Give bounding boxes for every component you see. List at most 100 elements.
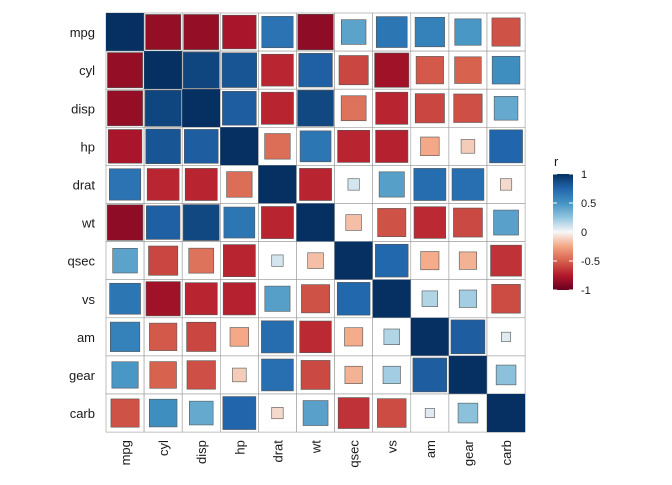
- corr-square-qsec-disp: qsec ~ disp: -0.43: [188, 247, 215, 274]
- corr-square-vs-cyl: vs ~ cyl: -0.81: [145, 281, 181, 317]
- corr-square-hp-gear: hp ~ gear: -0.13: [460, 139, 476, 154]
- legend-title: r: [554, 154, 559, 169]
- x-tick-label-qsec: qsec: [347, 440, 362, 468]
- corr-square-vs-gear: vs ~ gear: 0.21: [458, 289, 477, 308]
- corr-square-qsec-drat: qsec ~ drat: 0.09: [271, 254, 284, 267]
- corr-square-am-gear: am ~ gear: 0.79: [450, 319, 486, 355]
- corr-square-am-cyl: am ~ cyl: -0.52: [149, 322, 178, 351]
- corr-square-drat-hp: drat ~ hp: -0.45: [226, 171, 253, 198]
- corr-square-disp-am: disp ~ am: -0.59: [414, 93, 445, 124]
- corr-square-vs-am: vs ~ am: 0.17: [421, 290, 439, 307]
- corr-square-am-drat: am ~ drat: 0.71: [261, 320, 294, 354]
- corr-square-am-am: am ~ am: 1: [410, 317, 449, 356]
- x-tick-label-disp: disp: [194, 440, 209, 464]
- corr-square-disp-gear: disp ~ gear: -0.56: [453, 93, 483, 123]
- corr-square-gear-wt: gear ~ wt: -0.58: [300, 360, 331, 390]
- corr-square-gear-drat: gear ~ drat: 0.7: [261, 358, 294, 392]
- corr-square-carb-mpg: carb ~ mpg: -0.55: [110, 398, 140, 428]
- y-tick-label-qsec: qsec: [68, 254, 96, 269]
- corr-square-vs-qsec: vs ~ qsec: 0.74: [336, 282, 371, 316]
- corr-square-drat-qsec: drat ~ qsec: 0.09: [347, 178, 360, 191]
- corr-square-carb-qsec: carb ~ qsec: -0.66: [337, 397, 370, 429]
- corr-square-cyl-wt: cyl ~ wt: 0.78: [298, 53, 333, 88]
- y-tick-label-carb: carb: [70, 406, 95, 421]
- x-tick-label-hp: hp: [232, 440, 247, 454]
- x-tick-label-wt: wt: [309, 440, 324, 454]
- corr-square-gear-qsec: gear ~ qsec: -0.21: [344, 365, 363, 384]
- corr-square-drat-carb: drat ~ carb: -0.09: [500, 178, 513, 191]
- corr-square-vs-carb: vs ~ carb: -0.57: [491, 284, 521, 314]
- y-tick-label-vs: vs: [82, 292, 96, 307]
- corr-square-mpg-vs: mpg ~ vs: 0.66: [375, 16, 408, 48]
- y-tick-label-drat: drat: [73, 177, 96, 192]
- corr-square-cyl-am: cyl ~ am: -0.52: [415, 56, 444, 85]
- corr-square-vs-wt: vs ~ wt: -0.55: [301, 284, 330, 314]
- corr-square-gear-carb: gear ~ carb: 0.27: [495, 364, 517, 386]
- x-tick-label-drat: drat: [270, 440, 285, 463]
- corr-square-hp-cyl: hp ~ cyl: 0.83: [145, 128, 181, 165]
- corr-square-cyl-gear: cyl ~ gear: -0.49: [454, 56, 482, 84]
- corr-square-wt-hp: wt ~ hp: 0.66: [223, 206, 256, 239]
- matrix-cells: mpg ~ mpg: 1mpg ~ cyl: -0.85mpg ~ disp: …: [105, 12, 526, 433]
- corr-square-carb-carb: carb ~ carb: 1: [487, 394, 526, 433]
- corr-square-hp-drat: hp ~ drat: -0.45: [264, 133, 291, 160]
- corr-square-hp-qsec: hp ~ qsec: -0.71: [337, 129, 371, 163]
- y-tick-label-gear: gear: [69, 368, 96, 383]
- corr-square-disp-mpg: disp ~ mpg: -0.85: [107, 90, 143, 127]
- corr-square-gear-hp: gear ~ hp: -0.13: [232, 367, 247, 383]
- corr-square-qsec-qsec: qsec ~ qsec: 1: [334, 241, 373, 280]
- x-axis-labels: mpg cyl disp hp drat wt qsec vs am gear carb: [118, 439, 514, 467]
- corr-square-qsec-gear: qsec ~ gear: -0.21: [458, 251, 477, 270]
- corr-square-mpg-mpg: mpg ~ mpg: 1: [106, 13, 145, 52]
- x-tick-label-cyl: cyl: [156, 440, 171, 456]
- corr-square-wt-gear: wt ~ gear: -0.58: [453, 207, 483, 238]
- corr-square-disp-vs: disp ~ vs: -0.71: [375, 91, 409, 125]
- corr-square-disp-hp: disp ~ hp: 0.79: [222, 91, 257, 126]
- corr-square-carb-cyl: carb ~ cyl: 0.53: [148, 398, 178, 428]
- corr-square-am-disp: am ~ disp: -0.59: [186, 321, 217, 352]
- x-tick-label-gear: gear: [461, 439, 476, 466]
- corr-square-mpg-hp: mpg ~ hp: -0.78: [222, 14, 257, 50]
- y-tick-label-disp: disp: [71, 101, 95, 116]
- color-legend: r 1 0.5 0 -0.5 -1: [553, 154, 600, 297]
- corr-square-hp-wt: hp ~ wt: 0.66: [299, 130, 332, 163]
- legend-label: 0.5: [581, 198, 596, 210]
- corr-square-hp-disp: hp ~ disp: 0.79: [184, 129, 219, 164]
- corr-square-drat-drat: drat ~ drat: 1: [258, 165, 297, 204]
- corr-square-disp-qsec: disp ~ qsec: -0.43: [340, 95, 367, 122]
- legend-label: 1: [581, 169, 587, 181]
- corr-square-gear-mpg: gear ~ mpg: 0.48: [111, 361, 139, 389]
- corr-square-qsec-wt: qsec ~ wt: -0.17: [307, 252, 324, 269]
- corr-square-carb-disp: carb ~ disp: 0.39: [189, 400, 214, 426]
- corr-square-gear-vs: gear ~ vs: 0.21: [382, 365, 401, 384]
- x-tick-label-carb: carb: [499, 440, 514, 465]
- corr-square-cyl-hp: cyl ~ hp: 0.83: [221, 52, 258, 88]
- corr-square-wt-qsec: wt ~ qsec: -0.17: [345, 214, 362, 231]
- corr-square-vs-vs: vs ~ vs: 1: [372, 279, 411, 318]
- corr-square-gear-gear: gear ~ gear: 1: [448, 355, 487, 394]
- legend-label: 0: [581, 227, 587, 239]
- corr-square-hp-am: hp ~ am: -0.24: [420, 136, 440, 156]
- corr-square-vs-mpg: vs ~ mpg: 0.66: [109, 282, 141, 315]
- corr-square-qsec-mpg: qsec ~ mpg: 0.42: [112, 248, 138, 274]
- corr-square-qsec-vs: qsec ~ vs: 0.74: [375, 243, 409, 278]
- corr-square-disp-wt: disp ~ wt: 0.89: [297, 89, 334, 127]
- corr-square-disp-drat: disp ~ drat: -0.71: [261, 91, 294, 125]
- legend-ticks: 1 0.5 0 -0.5 -1: [553, 169, 600, 297]
- corr-square-cyl-vs: cyl ~ vs: -0.81: [374, 52, 410, 88]
- corr-square-wt-cyl: wt ~ cyl: 0.78: [146, 205, 181, 240]
- x-tick-label-mpg: mpg: [118, 440, 133, 465]
- corr-square-qsec-am: qsec ~ am: -0.23: [420, 251, 440, 271]
- corr-square-cyl-mpg: cyl ~ mpg: -0.85: [107, 52, 143, 89]
- y-axis-labels: mpg cyl disp hp drat wt qsec vs am gear carb: [68, 25, 96, 421]
- corr-square-am-qsec: am ~ qsec: -0.23: [344, 327, 364, 347]
- y-tick-label-am: am: [77, 330, 95, 345]
- corr-square-drat-mpg: drat ~ mpg: 0.68: [109, 168, 142, 201]
- corr-square-qsec-cyl: qsec ~ cyl: -0.59: [148, 245, 179, 276]
- corr-square-mpg-am: mpg ~ am: 0.6: [414, 16, 445, 48]
- corr-square-mpg-drat: mpg ~ drat: 0.68: [261, 16, 294, 49]
- corr-square-cyl-carb: cyl ~ carb: 0.53: [491, 55, 521, 85]
- corr-square-gear-disp: gear ~ disp: -0.56: [186, 360, 216, 390]
- corr-square-cyl-drat: cyl ~ drat: -0.7: [261, 53, 294, 87]
- x-tick-label-am: am: [423, 440, 438, 458]
